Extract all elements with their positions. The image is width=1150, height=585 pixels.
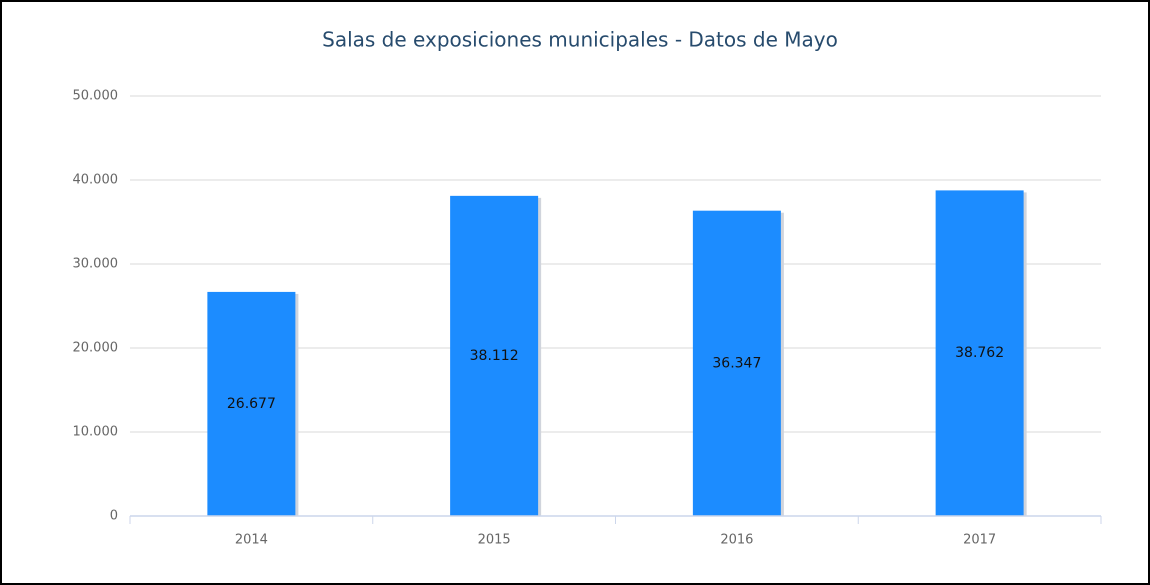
data-label: 38.762 — [955, 345, 1004, 361]
data-label: 26.677 — [227, 396, 276, 412]
bar — [450, 195, 539, 517]
x-tick-label: 2017 — [963, 533, 996, 548]
y-tick-label: 10.000 — [73, 425, 119, 440]
y-tick-label: 30.000 — [73, 257, 119, 272]
y-tick-label: 0 — [110, 509, 118, 524]
y-tick-label: 20.000 — [73, 341, 119, 356]
chart-title: Salas de exposiciones municipales - Dato… — [322, 28, 838, 52]
bar — [935, 190, 1024, 516]
data-label: 36.347 — [712, 355, 761, 371]
bar — [207, 291, 296, 516]
x-tick-label: 2015 — [478, 533, 511, 548]
x-tick-label: 2016 — [720, 533, 753, 548]
y-tick-label: 50.000 — [73, 89, 119, 104]
x-tick-label: 2014 — [235, 533, 268, 548]
data-label: 38.112 — [470, 348, 519, 364]
bar — [692, 210, 781, 517]
y-tick-label: 40.000 — [73, 173, 119, 188]
